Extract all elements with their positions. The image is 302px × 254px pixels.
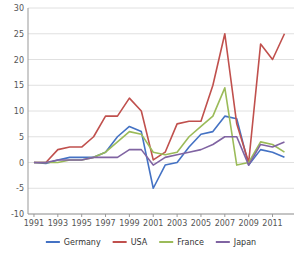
grid-line <box>28 188 294 189</box>
legend-item: France <box>159 238 204 247</box>
x-tick-label: 2009 <box>238 219 258 228</box>
series-line <box>34 88 285 165</box>
grid-line <box>28 59 294 60</box>
grid-line <box>28 214 294 215</box>
x-tick-label: 1997 <box>95 219 115 228</box>
series-line <box>34 116 285 188</box>
legend-swatch <box>216 241 230 243</box>
x-axis <box>28 214 294 215</box>
y-axis <box>28 8 29 214</box>
grid-line <box>28 162 294 163</box>
chart: -10 -5 0 5 10 15 20 25 30 1991 19931995 1997 1999 200… <box>0 0 302 254</box>
legend-item: Germany <box>46 238 101 247</box>
x-tick-label: 2011 <box>262 219 282 228</box>
y-tick-label: 20 <box>14 56 24 65</box>
grid-line <box>28 136 294 137</box>
grid-line <box>28 85 294 86</box>
x-tick-label: 2007 <box>215 219 235 228</box>
grid-line <box>28 8 294 9</box>
x-tick-label: 2003 <box>167 219 187 228</box>
y-tick-label: 15 <box>14 81 24 90</box>
legend-label: USA <box>131 238 148 247</box>
y-tick-label: 25 <box>14 30 24 39</box>
legend: Germany USA France Japan <box>46 238 256 247</box>
x-tick-label: 1993 <box>48 219 68 228</box>
x-tick-label: 2005 <box>191 219 211 228</box>
y-tick-label: -5 <box>16 184 24 193</box>
series-line <box>34 137 285 165</box>
y-tick-label: 10 <box>14 107 24 116</box>
x-tick-label: 1991 <box>24 219 44 228</box>
y-tick-label: 5 <box>19 133 24 142</box>
y-tick-label: 30 <box>14 4 24 13</box>
x-tick-label: 2001 <box>143 219 163 228</box>
legend-swatch <box>46 241 60 243</box>
legend-label: Japan <box>233 238 256 247</box>
series-group <box>34 34 285 189</box>
y-tick-label: -10 <box>11 210 24 219</box>
x-tick-label: 1999 <box>119 219 139 228</box>
x-tick-label: 1995 <box>71 219 91 228</box>
y-tick-label: 0 <box>19 159 24 168</box>
legend-label: Germany <box>64 238 101 247</box>
legend-swatch <box>159 241 173 243</box>
grid-line <box>28 33 294 34</box>
series-line <box>34 34 285 163</box>
legend-swatch <box>113 241 127 243</box>
legend-item: Japan <box>216 238 256 247</box>
legend-item: USA <box>113 238 148 247</box>
legend-label: France <box>177 238 204 247</box>
